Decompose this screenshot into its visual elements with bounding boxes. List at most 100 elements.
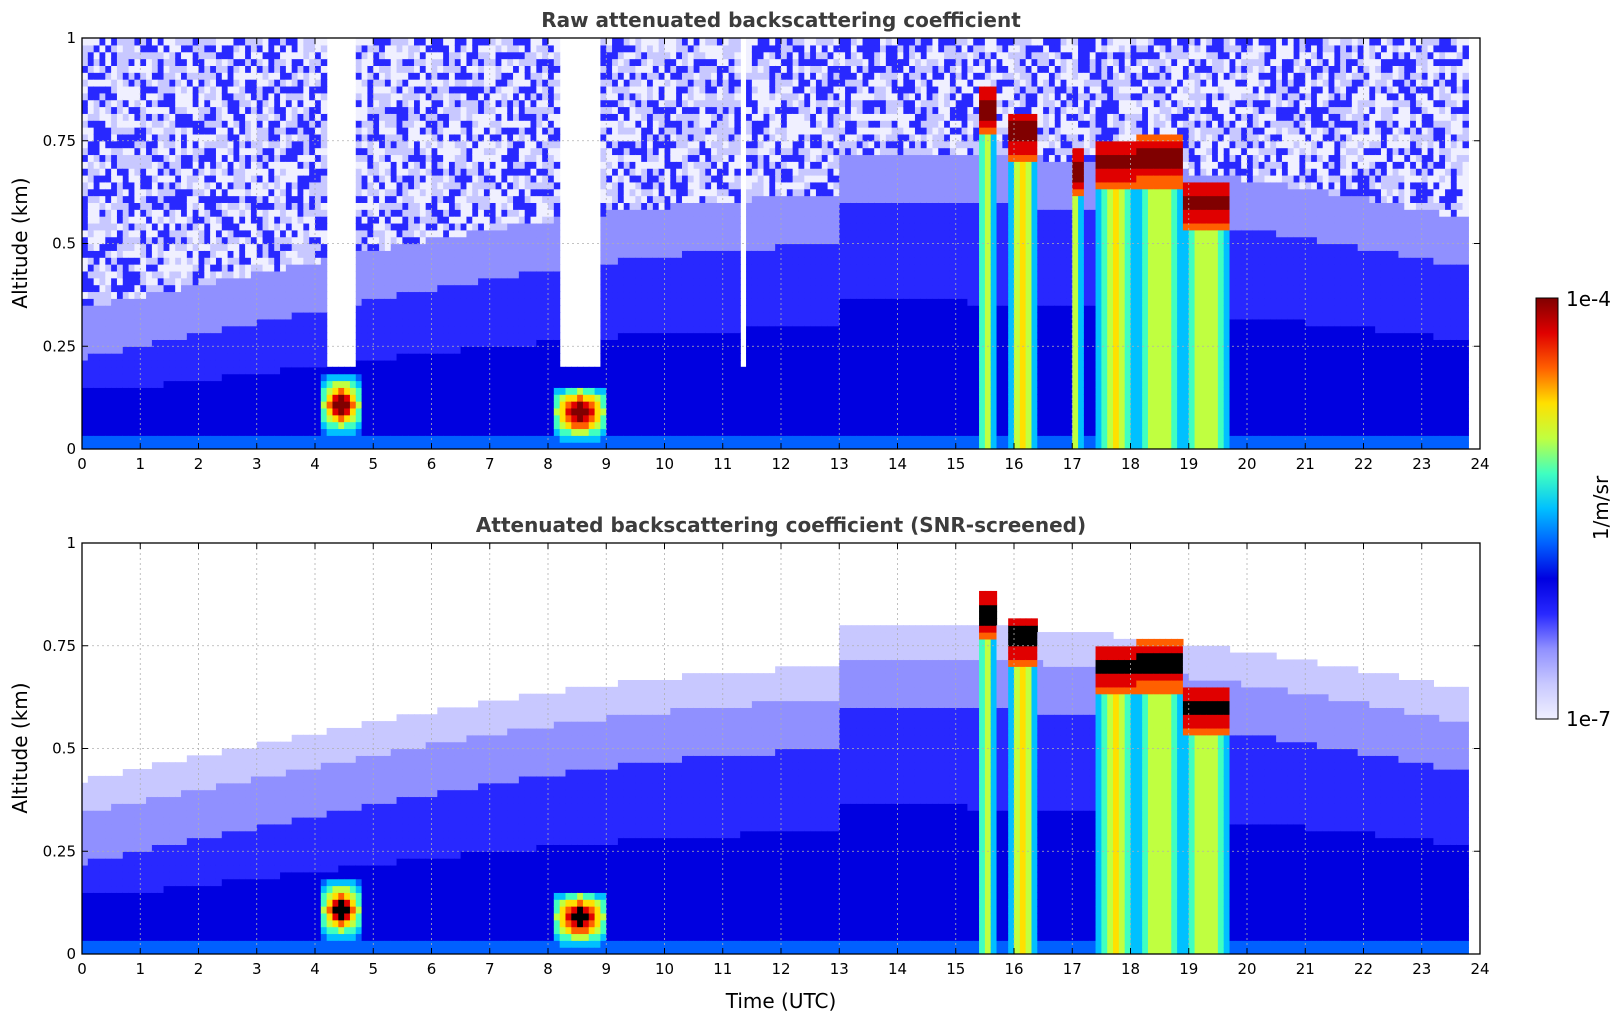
heatmap-cell <box>548 51 555 60</box>
heatmap-cell <box>548 229 555 238</box>
heatmap-cell <box>600 257 607 265</box>
heatmap-cell <box>99 120 106 128</box>
heatmap-cell <box>181 401 188 409</box>
heatmap-cell <box>384 113 392 121</box>
heatmap-cell <box>588 387 596 395</box>
heatmap-cell <box>111 366 118 375</box>
heatmap-cell <box>518 72 526 80</box>
heatmap-cell <box>507 181 514 190</box>
heatmap-cell <box>396 147 403 156</box>
heatmap-cell <box>414 394 421 402</box>
heatmap-cell <box>116 380 124 388</box>
heatmap-cell <box>111 257 118 265</box>
heatmap-cell <box>588 373 596 382</box>
heatmap-cell <box>483 243 491 251</box>
heatmap-cell <box>600 325 607 334</box>
heatmap-cell <box>553 264 561 272</box>
heatmap-cell <box>291 188 299 197</box>
heatmap-cell <box>320 133 328 142</box>
heatmap-cell <box>105 99 112 108</box>
heatmap-cell <box>437 291 444 299</box>
heatmap-cell <box>192 359 200 368</box>
heatmap-cell <box>361 264 369 272</box>
heatmap-cell <box>93 257 101 265</box>
heatmap-cell <box>600 229 607 238</box>
heatmap-cell <box>116 291 124 299</box>
heatmap-cell <box>425 133 433 142</box>
heatmap-cell <box>134 270 141 279</box>
heatmap-cell <box>122 202 130 210</box>
heatmap-cell <box>419 140 427 149</box>
heatmap-cell <box>215 353 223 361</box>
heatmap-cell <box>274 85 281 94</box>
heatmap-cell <box>414 85 421 94</box>
heatmap-cell <box>227 140 235 149</box>
heatmap-cell <box>134 442 141 449</box>
heatmap-cell <box>466 133 473 142</box>
heatmap-cell <box>600 346 607 354</box>
heatmap-cell <box>105 161 112 169</box>
heatmap-cell <box>181 332 188 340</box>
heatmap-cell <box>367 243 374 251</box>
heatmap-cell <box>379 250 386 258</box>
heatmap-cell <box>157 168 165 176</box>
heatmap-cell <box>454 243 462 251</box>
heatmap-cell <box>437 209 444 217</box>
heatmap-cell <box>163 229 170 238</box>
heatmap-cell <box>431 236 438 245</box>
heatmap-cell <box>268 229 275 238</box>
heatmap-cell <box>93 106 101 114</box>
heatmap-cell <box>151 407 159 416</box>
heatmap-cell <box>122 140 130 149</box>
heatmap-cell <box>396 44 403 53</box>
heatmap-cell <box>612 250 619 258</box>
heatmap-cell <box>181 277 188 286</box>
heatmap-cell <box>268 284 275 293</box>
heatmap-cell <box>105 222 112 231</box>
heatmap-cell <box>274 421 281 430</box>
heatmap-cell <box>483 387 491 395</box>
heatmap-cell <box>250 222 258 231</box>
heatmap-cell <box>140 154 147 162</box>
heatmap-cell <box>588 442 596 449</box>
heatmap-cell <box>472 216 479 224</box>
heatmap-cell <box>600 161 607 169</box>
heatmap-cell <box>233 312 240 320</box>
heatmap-cell <box>274 387 281 395</box>
heatmap-cell <box>245 236 252 245</box>
heatmap-cell <box>361 332 369 340</box>
heatmap-cell <box>140 291 147 299</box>
heatmap-cell <box>256 65 264 73</box>
heatmap-cell <box>215 202 223 210</box>
heatmap-cell <box>338 442 345 449</box>
heatmap-cell <box>233 58 240 66</box>
heatmap-cell <box>489 387 497 395</box>
heatmap-cell <box>355 58 363 66</box>
heatmap-cell <box>215 229 223 238</box>
heatmap-cell <box>443 421 450 430</box>
heatmap-cell <box>297 291 304 299</box>
heatmap-cell <box>443 428 450 436</box>
heatmap-cell <box>285 72 293 80</box>
heatmap-cell <box>227 428 235 436</box>
heatmap-cell <box>594 421 602 430</box>
heatmap-cell <box>256 407 264 416</box>
heatmap-cell <box>157 414 165 423</box>
heatmap-cell <box>221 380 229 388</box>
heatmap-cell <box>309 298 316 306</box>
heatmap-cell <box>221 394 229 402</box>
heatmap-cell <box>390 154 398 162</box>
heatmap-cell <box>215 332 223 340</box>
heatmap-cell <box>478 325 485 334</box>
heatmap-cell <box>600 85 607 94</box>
heatmap-cell <box>495 154 502 162</box>
heatmap-cell <box>163 58 170 66</box>
heatmap-cell <box>291 407 299 416</box>
heatmap-cell <box>245 394 252 402</box>
heatmap-cell <box>530 353 537 361</box>
heatmap-cell <box>105 394 112 402</box>
heatmap-cell <box>466 414 473 423</box>
heatmap-cell <box>478 359 485 368</box>
heatmap-cell <box>239 394 246 402</box>
heatmap-cell <box>582 428 590 436</box>
